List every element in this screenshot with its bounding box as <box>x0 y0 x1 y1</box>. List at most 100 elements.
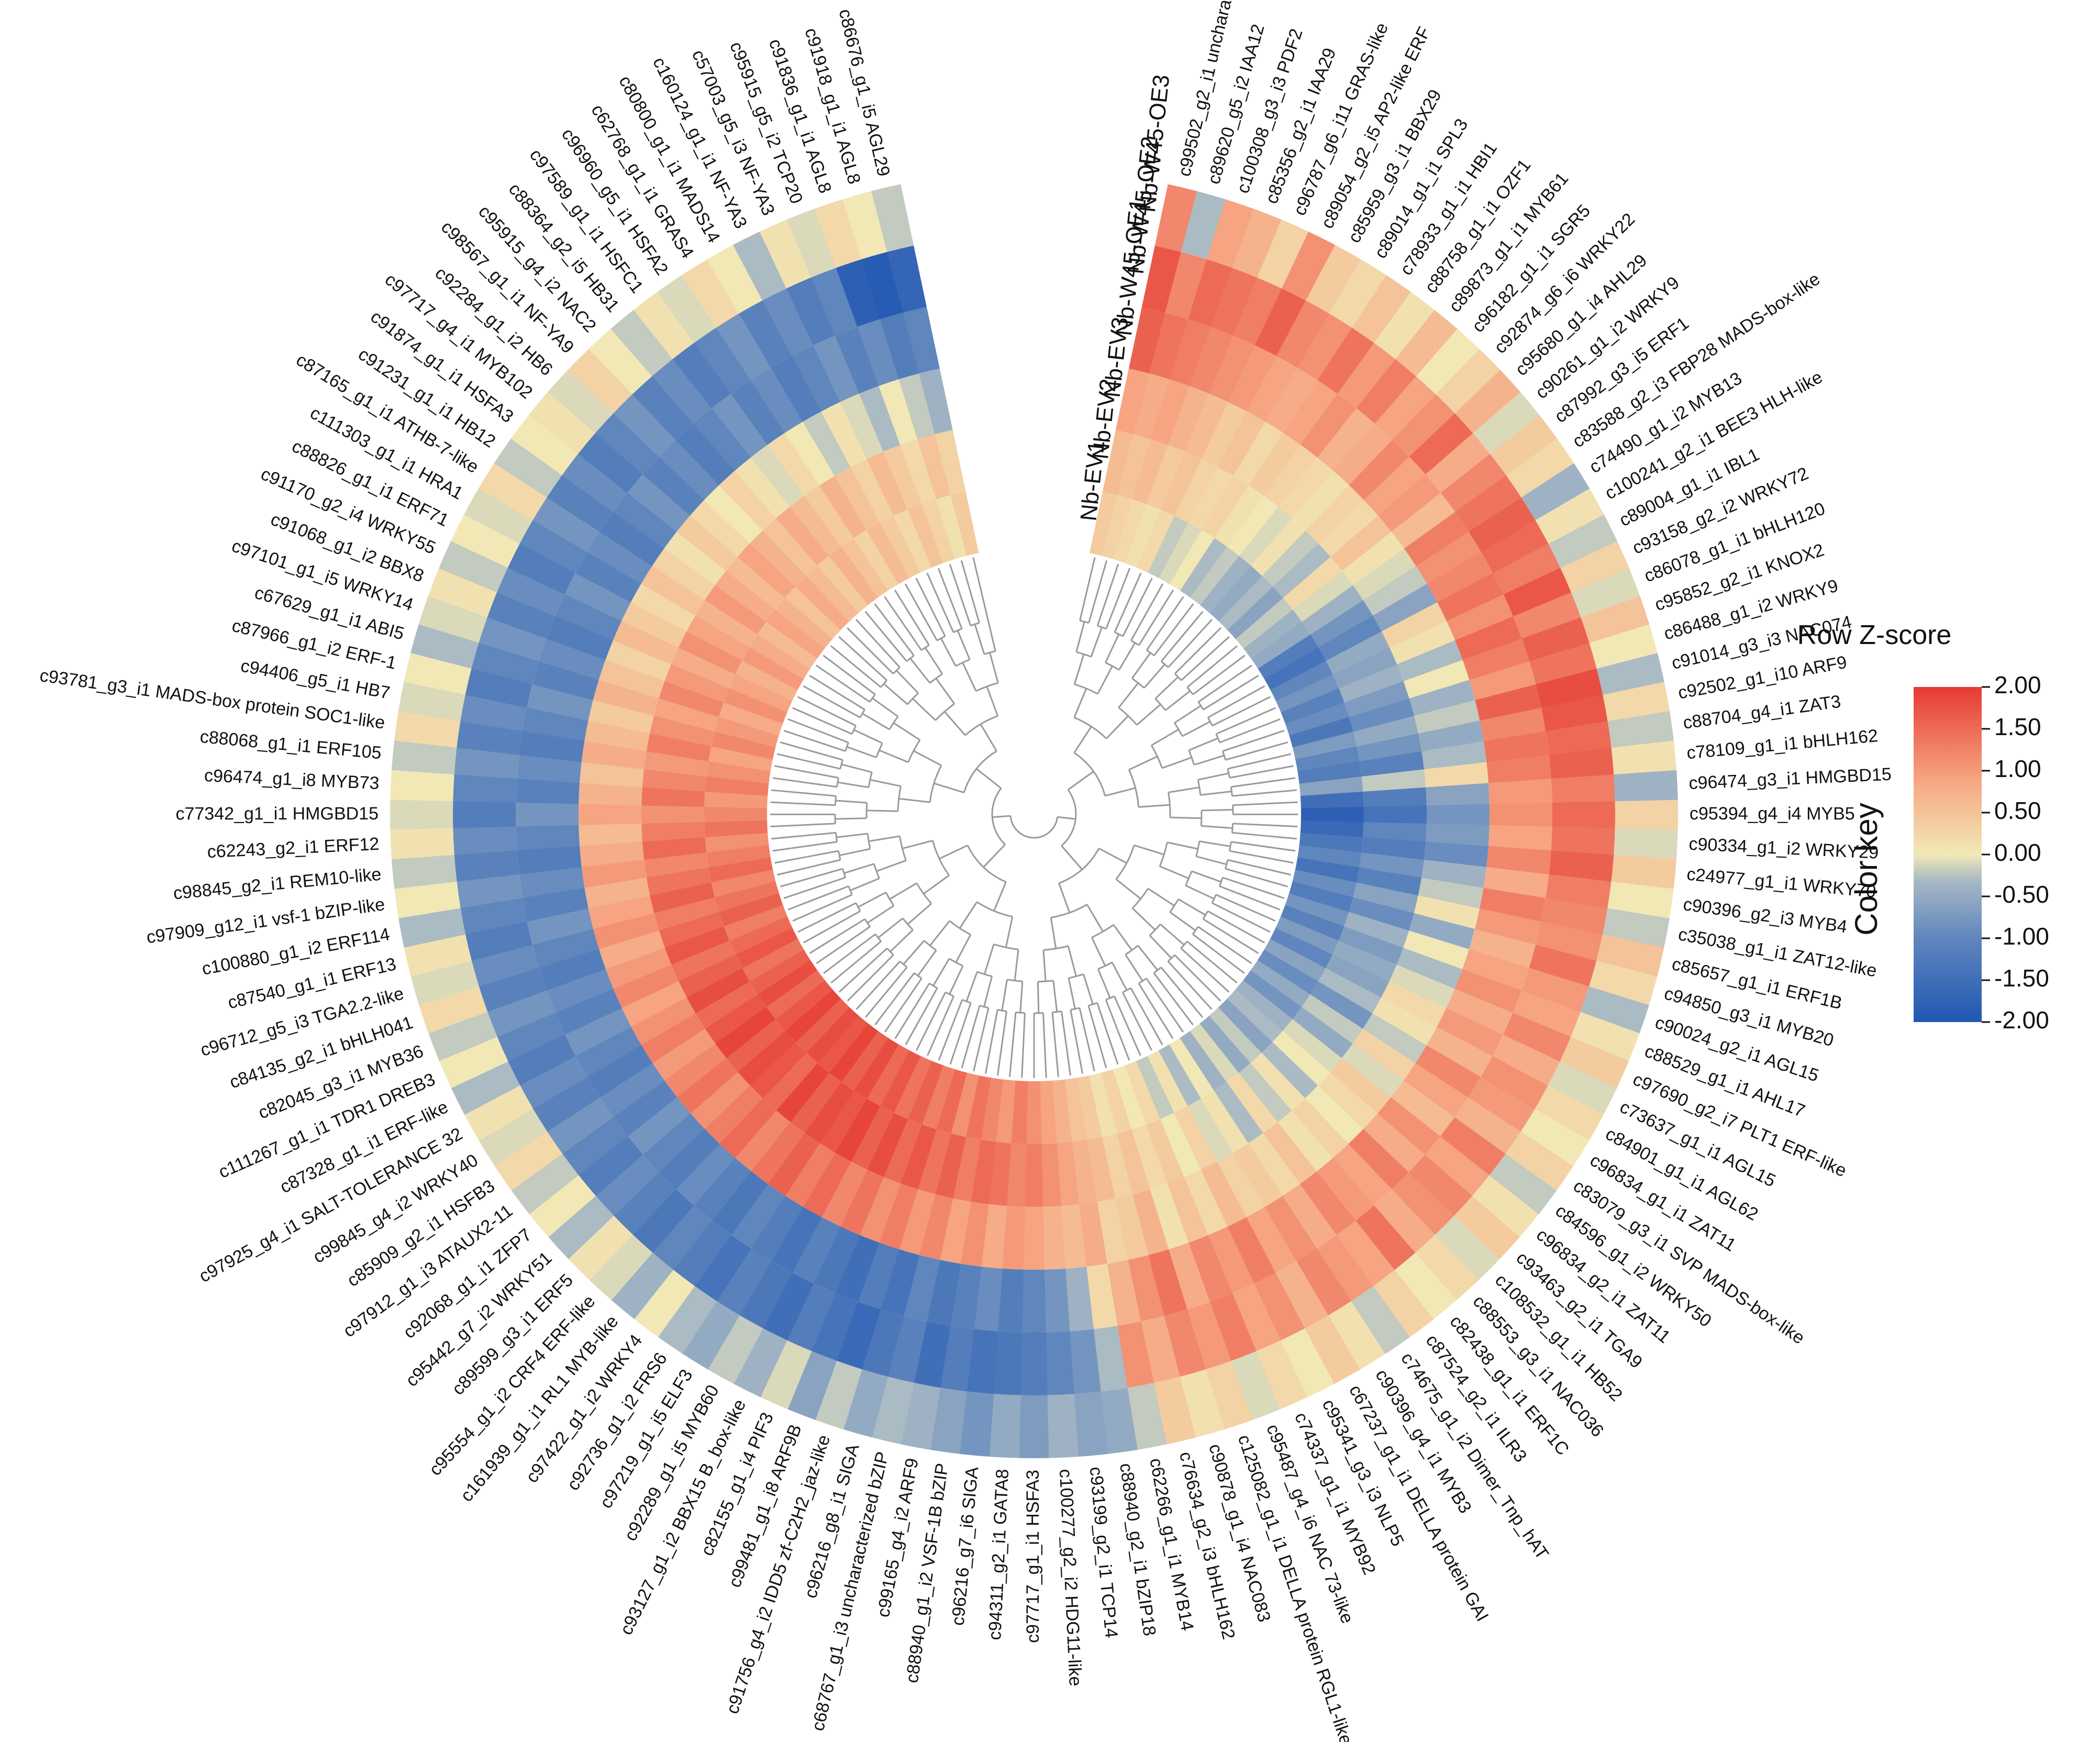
dendrogram-branch <box>1130 987 1147 1016</box>
heatmap-cell <box>900 1124 937 1190</box>
heatmap-cell <box>1217 411 1266 476</box>
heatmap-cell <box>850 459 894 523</box>
dendrogram-branch <box>960 1002 972 1033</box>
heatmap-cell <box>694 1235 751 1302</box>
dendrogram-branch <box>866 905 894 924</box>
dendrogram-branch <box>1227 859 1259 868</box>
dendrogram-branch <box>1138 618 1157 646</box>
heatmap-cell <box>803 411 851 476</box>
heatmap-cell <box>1232 208 1282 278</box>
dendrogram-branch <box>979 1005 989 1009</box>
heatmap-cell <box>1300 791 1364 809</box>
dendrogram-branch <box>1070 1009 1077 1041</box>
dendrogram-branch <box>774 856 808 864</box>
color-key-tick-label: 1.50 <box>1994 713 2041 740</box>
heatmap-cell <box>1243 970 1302 1019</box>
heatmap-cell <box>1052 1079 1072 1144</box>
heatmap-cell <box>641 822 705 842</box>
dendrogram-branch <box>1229 841 1232 851</box>
dendrogram-branch <box>1061 845 1083 870</box>
dendrogram-branch <box>991 1009 998 1041</box>
dendrogram-branch <box>835 800 867 804</box>
heatmap-cell <box>1199 1015 1251 1073</box>
heatmap-cell <box>815 1360 862 1430</box>
heatmap-cell <box>621 602 687 648</box>
heatmap-cell <box>659 439 719 500</box>
heatmap-cell <box>1044 1268 1070 1333</box>
dendrogram-branch <box>1083 974 1094 1005</box>
dendrogram-branch <box>1114 996 1128 1026</box>
dendrogram-branch <box>1146 583 1164 614</box>
dendrogram-branch <box>923 874 950 895</box>
dendrogram-branch <box>903 624 923 651</box>
heatmap-cell <box>690 500 750 557</box>
heatmap-cell <box>1270 927 1333 969</box>
dendrogram-branch <box>1186 940 1212 962</box>
dendrogram-branch <box>1169 898 1180 913</box>
dendrogram-branch <box>1106 1032 1119 1065</box>
dendrogram-branch <box>907 739 921 763</box>
heatmap-cell <box>712 393 768 458</box>
heatmap-cell <box>1426 804 1490 826</box>
heatmap-cell <box>652 548 716 601</box>
heatmap-cell <box>497 567 565 617</box>
heatmap-cell <box>951 1072 979 1137</box>
dendrogram-branch <box>934 782 964 794</box>
heatmap-cell <box>1409 680 1475 716</box>
dendrogram-branch <box>1128 756 1158 771</box>
heatmap-cell <box>835 1235 880 1302</box>
dendrogram-branch <box>950 999 963 1029</box>
gene-label: c96474_g1_i8 MYB73 <box>204 765 380 793</box>
dendrogram-branch <box>1149 935 1172 959</box>
dendrogram-branch <box>1260 765 1294 773</box>
dendrogram-branch <box>940 603 954 633</box>
dendrogram-branch <box>863 658 887 681</box>
heatmap-cell <box>1607 881 1674 919</box>
heatmap-cell <box>1427 552 1493 603</box>
heatmap-cell <box>511 1153 579 1215</box>
heatmap-cell <box>1304 1315 1360 1384</box>
heatmap-cell <box>1396 948 1463 990</box>
heatmap-cell <box>1415 1045 1481 1098</box>
heatmap-cell <box>1255 1340 1308 1410</box>
dendrogram-branch <box>916 1020 932 1051</box>
heatmap-cell <box>1179 1031 1227 1091</box>
heatmap-cell <box>675 1143 736 1206</box>
heatmap-cell <box>1359 751 1425 777</box>
heatmap-cell <box>1227 989 1283 1042</box>
heatmap-cell <box>693 1158 752 1221</box>
heatmap-cell <box>1069 1329 1101 1394</box>
dendrogram-branch <box>792 707 824 723</box>
heatmap-cell <box>410 624 479 669</box>
dendrogram-branch <box>1118 682 1139 708</box>
dendrogram-branch <box>1174 954 1198 978</box>
dendrogram-branch <box>823 894 853 908</box>
dendrogram-branch <box>1262 845 1296 852</box>
heatmap-cell <box>766 609 825 659</box>
dendrogram-branch <box>972 557 982 591</box>
heatmap-cell <box>1258 634 1319 680</box>
heatmap-cell <box>1414 700 1480 734</box>
heatmap-cell <box>1061 1204 1087 1269</box>
dendrogram-branch <box>859 709 865 718</box>
dendrogram-branch <box>1131 907 1156 931</box>
heatmap-cell <box>1179 1369 1225 1438</box>
heatmap-cell <box>675 423 735 485</box>
heatmap-cell <box>1125 504 1161 568</box>
dendrogram-branch <box>938 1028 952 1061</box>
heatmap-cell <box>1132 1189 1169 1256</box>
color-key-tick-label: 0.00 <box>1994 839 2041 866</box>
dendrogram-branch <box>965 971 978 1002</box>
heatmap-cell <box>1426 783 1490 806</box>
dendrogram-branch <box>1186 667 1212 688</box>
heatmap-cell <box>1300 820 1364 838</box>
heatmap-cell <box>1486 755 1551 784</box>
dendrogram-branch <box>1097 665 1113 694</box>
heatmap-cell <box>1065 1267 1094 1332</box>
dendrogram-branch <box>1073 726 1092 753</box>
heatmap-cell <box>539 638 606 680</box>
heatmap-cell <box>1006 1143 1027 1207</box>
heatmap-cell <box>532 928 599 968</box>
dendrogram-branch <box>902 839 933 849</box>
heatmap-cell <box>1146 1119 1184 1184</box>
